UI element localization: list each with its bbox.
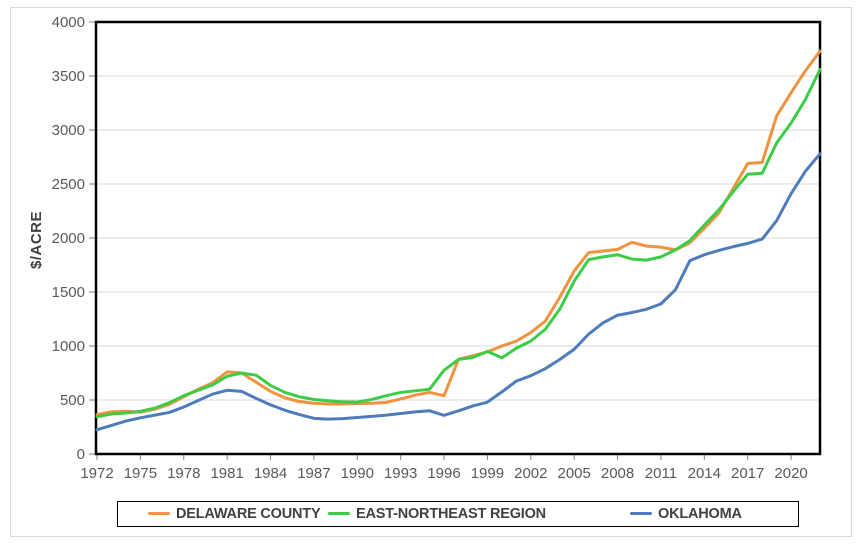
series-line-oklahoma xyxy=(95,152,822,432)
legend-swatch-east-northeast-region xyxy=(328,511,350,516)
legend-entry-oklahoma: OKLAHOMA xyxy=(630,502,742,525)
x-tick-label: 2017 xyxy=(731,465,764,482)
y-axis-title: $/ACRE xyxy=(28,211,45,270)
legend-entry-delaware-county: DELAWARE COUNTY xyxy=(148,502,321,525)
legend-swatch-oklahoma xyxy=(630,511,652,516)
x-tick-label: 2011 xyxy=(645,465,677,482)
legend-entry-east-northeast-region: EAST-NORTHEAST REGION xyxy=(328,502,546,525)
x-tick-label: 2020 xyxy=(774,465,807,482)
x-tick-label: 1984 xyxy=(254,465,287,482)
chart-frame xyxy=(10,7,852,537)
x-tick-label: 1975 xyxy=(124,465,157,482)
x-tick-label: 2008 xyxy=(601,465,634,482)
y-tick-label: 0 xyxy=(77,446,85,463)
x-tick-label: 1972 xyxy=(80,465,113,482)
legend-label-delaware-county: DELAWARE COUNTY xyxy=(176,505,321,522)
x-tick-label: 1978 xyxy=(167,465,200,482)
x-tick-label: 1993 xyxy=(384,465,417,482)
x-tick-label: 2014 xyxy=(688,465,721,482)
y-tick-label: 3500 xyxy=(52,68,85,85)
y-tick-label: 4000 xyxy=(52,14,85,31)
x-tick-label: 1987 xyxy=(297,465,330,482)
y-tick-label: 3000 xyxy=(52,122,85,139)
y-tick-label: 500 xyxy=(60,392,85,409)
legend-swatch-delaware-county xyxy=(148,511,170,516)
y-tick-label: 1500 xyxy=(52,284,85,301)
x-tick-label: 2002 xyxy=(514,465,547,482)
x-tick-label: 1996 xyxy=(427,465,460,482)
y-tick-label: 2000 xyxy=(52,230,85,247)
legend-label-east-northeast-region: EAST-NORTHEAST REGION xyxy=(356,505,546,522)
x-tick-label: 1999 xyxy=(471,465,504,482)
x-tick-label: 1990 xyxy=(341,465,374,482)
y-tick-label: 1000 xyxy=(52,338,85,355)
x-tick-label: 2005 xyxy=(557,465,590,482)
legend-label-oklahoma: OKLAHOMA xyxy=(658,505,742,522)
series-line-east-northeast-region xyxy=(95,68,822,419)
y-tick-label: 2500 xyxy=(52,176,85,193)
x-tick-label: 1981 xyxy=(210,465,243,482)
plot-border xyxy=(94,20,822,456)
legend: DELAWARE COUNTY EAST-NORTHEAST REGION OK… xyxy=(117,501,799,527)
